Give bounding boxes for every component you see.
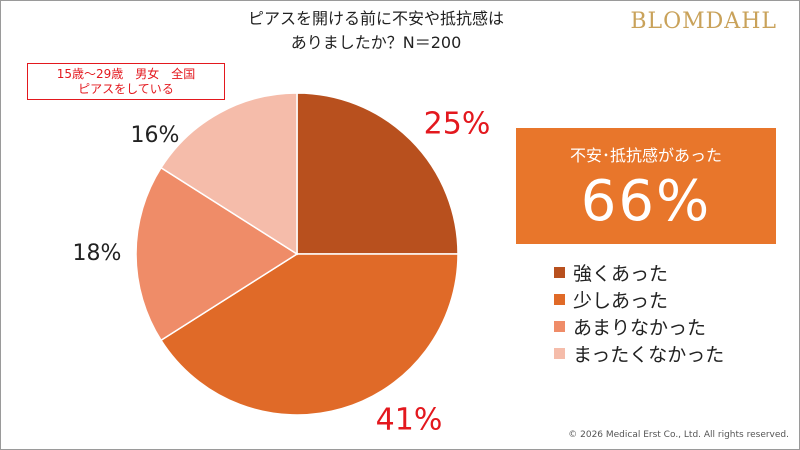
legend-swatch-strong [554,267,565,278]
legend-item-little: あまりなかった [554,313,724,340]
legend-swatch-little [554,321,565,332]
sample-note-box: 15歳～29歳 男女 全国 ピアスをしている [27,63,225,100]
legend-label-none: まったくなかった [573,344,725,366]
pie-slice-strong [296,92,459,255]
pie-slice-none [160,92,298,256]
pie-label-strong: 25% [424,107,491,142]
sample-note-line-1: 15歳～29歳 男女 全国 [56,67,196,81]
summary-value: 66% [580,169,712,234]
pie-label-little: 18% [73,241,122,266]
chart-legend: 強くあった少しあったあまりなかった まったくなかった [554,259,724,367]
legend-label-strong: 強くあった [573,263,669,285]
summary-label: 不安･抵抗感があった [569,146,722,165]
legend-item-some: 少しあった [554,286,724,313]
pie-label-some: 41% [376,403,443,438]
sample-note-line-2: ピアスをしている [78,82,174,96]
chart-title-line-1: ピアスを開ける前に不安や抵抗感は [247,9,504,28]
pie-slice-some [160,253,459,416]
pie-slice-little [135,166,299,342]
legend-item-none: まったくなかった [554,340,724,367]
pie-label-none: 16% [131,123,180,148]
summary-box: 不安･抵抗感があった 66% [516,128,776,244]
brand-logo: BLOMDAHL [630,9,777,34]
legend-item-strong: 強くあった [554,259,724,286]
chart-title-line-2: ありましたか？N＝200 [290,33,462,52]
legend-label-some: 少しあった [573,290,669,312]
chart-title: ピアスを開ける前に不安や抵抗感は ありましたか？N＝200 [226,7,526,55]
legend-label-little: あまりなかった [573,317,707,339]
copyright-text: © 2026 Medical Erst Co., Ltd. All rights… [568,430,789,440]
legend-swatch-none [554,348,565,359]
legend-swatch-some [554,294,565,305]
